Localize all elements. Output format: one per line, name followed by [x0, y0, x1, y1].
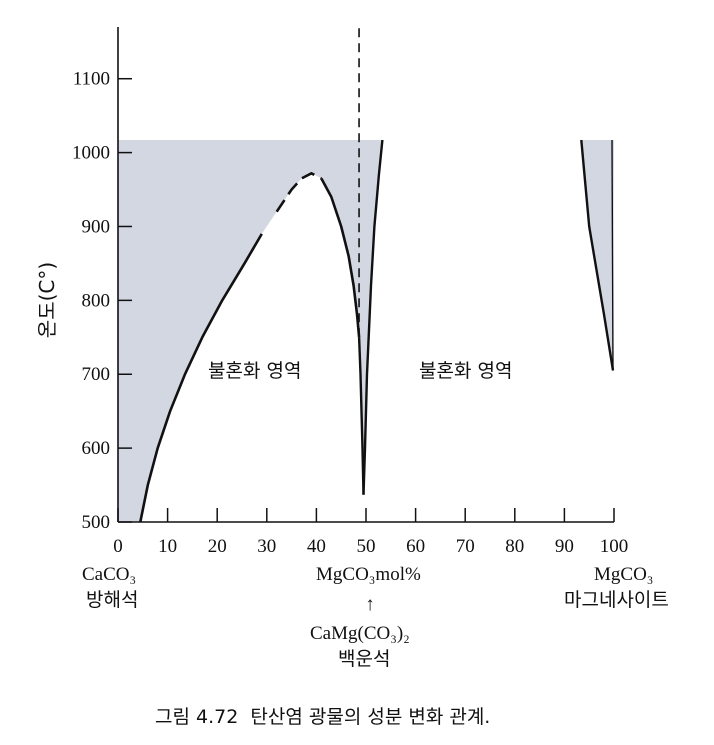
magnesite-shade	[581, 140, 614, 371]
y-tick-label-1100: 1100	[73, 69, 110, 90]
y-tick-label-900: 900	[82, 216, 111, 237]
x-tick-label-50: 50	[357, 536, 376, 557]
left-region-label: 불혼화 영역	[208, 360, 301, 382]
x-tick-label-40: 40	[307, 536, 326, 557]
y-tick-label-800: 800	[82, 290, 111, 311]
dolomite-left-solvus-line	[320, 177, 361, 338]
x-tick-label-30: 30	[257, 536, 276, 557]
figure-caption: 그림 4.72 탄산염 광물의 성분 변화 관계.	[155, 706, 490, 728]
tick-marks	[117, 77, 615, 523]
miscibility-shading	[118, 140, 614, 523]
calcite-name: 방해석	[86, 589, 138, 611]
calcite-dolomite-shade	[118, 140, 383, 522]
x-tick-label-20: 20	[208, 536, 227, 557]
magnesite-solvus-line	[580, 139, 615, 371]
right-region-label: 불혼화 영역	[419, 360, 512, 382]
dolomite-arrow: ↑	[365, 594, 375, 615]
magnesite-limit-line	[611, 139, 614, 371]
solvus-curves	[139, 27, 615, 523]
y-axis-title: 온도(C°)	[35, 262, 59, 338]
y-tick-label-600: 600	[82, 438, 111, 459]
calcite-solvus-line	[139, 233, 263, 523]
y-tick-label-700: 700	[82, 364, 111, 385]
dolomite-formula: CaMg(CO₃)₂	[310, 623, 410, 644]
dolomite-name: 백운석	[338, 648, 390, 670]
y-tick-label-500: 500	[82, 512, 111, 533]
x-tick-label-10: 10	[158, 536, 177, 557]
calcite-formula: CaCO₃	[82, 564, 136, 585]
x-tick-label-80: 80	[505, 536, 524, 557]
dolomite-right-solvus-line	[362, 139, 384, 495]
x-tick-label-90: 90	[555, 536, 574, 557]
x-tick-label-60: 60	[406, 536, 425, 557]
x-axis-title: MgCO₃mol%	[316, 564, 421, 585]
dolomite-wedge-left-line	[357, 337, 365, 495]
gap-clear	[140, 173, 364, 523]
y-tick-label-1000: 1000	[72, 143, 110, 164]
magnesite-name: 마그네사이트	[564, 589, 669, 611]
x-tick-label-100: 100	[600, 536, 629, 557]
magnesite-formula: MgCO₃	[594, 564, 653, 585]
x-tick-label-70: 70	[456, 536, 475, 557]
x-tick-label-0: 0	[113, 536, 123, 557]
tick-labels: 500 600 700 800 900 1000 1100 0 10 20 30 40 50 60 70 80…	[72, 69, 628, 557]
